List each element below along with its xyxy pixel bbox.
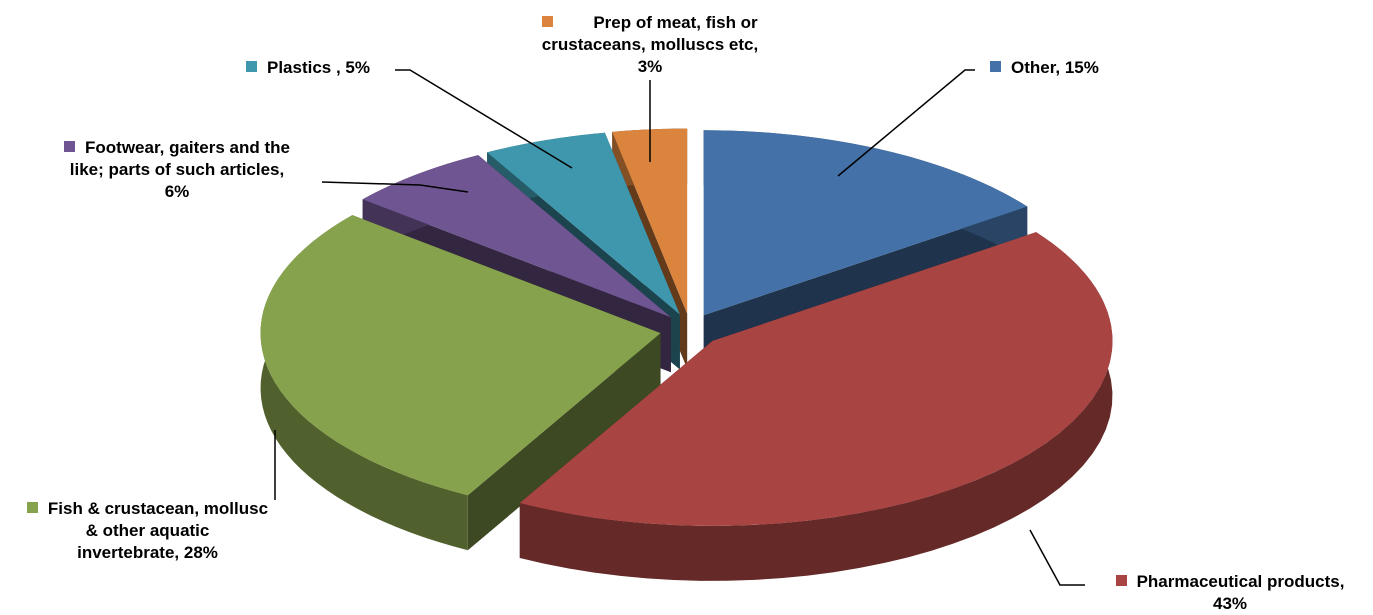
legend-swatch-fish xyxy=(26,502,38,513)
slice-side-fish-crustacean-mollusc- xyxy=(260,215,468,551)
label-footwear: Footwear, gaiters and the like; parts of… xyxy=(38,137,316,203)
legend-swatch-plastics xyxy=(246,61,257,72)
label-prep: Prep of meat, fish or crustaceans, mollu… xyxy=(541,13,759,76)
legend-swatch-other xyxy=(990,61,1001,72)
leader-other xyxy=(837,69,975,177)
label-fish: Fish & crustacean, mollusc & other aquat… xyxy=(5,498,290,564)
legend-swatch-prep xyxy=(542,16,554,27)
legend-swatch-footwear xyxy=(64,141,75,152)
slice-side-pharmaceutical-products xyxy=(519,232,1113,581)
label-plastics: Plastics , 5% xyxy=(246,57,370,79)
slice-footwear-gaiters-and-the xyxy=(362,155,671,318)
slice-plastics xyxy=(487,132,680,315)
leader-plastics xyxy=(395,69,573,169)
slice-pharmaceutical-products xyxy=(519,232,1113,526)
slice-fish-crustacean-mollusc- xyxy=(260,215,661,496)
slice-prep-of-meat-fish-or-cru xyxy=(612,128,688,314)
leader-pharmaceutical xyxy=(1029,529,1085,586)
label-pharmaceutical: Pharmaceutical products, 43% xyxy=(1090,571,1370,615)
slice-wall-fish-crustacean-mollusc--0 xyxy=(467,333,661,551)
slice-other xyxy=(703,130,1028,316)
leader-footwear xyxy=(321,181,469,193)
label-other: Other, 15% xyxy=(990,57,1099,79)
legend-swatch-pharmaceutical xyxy=(1115,575,1127,586)
